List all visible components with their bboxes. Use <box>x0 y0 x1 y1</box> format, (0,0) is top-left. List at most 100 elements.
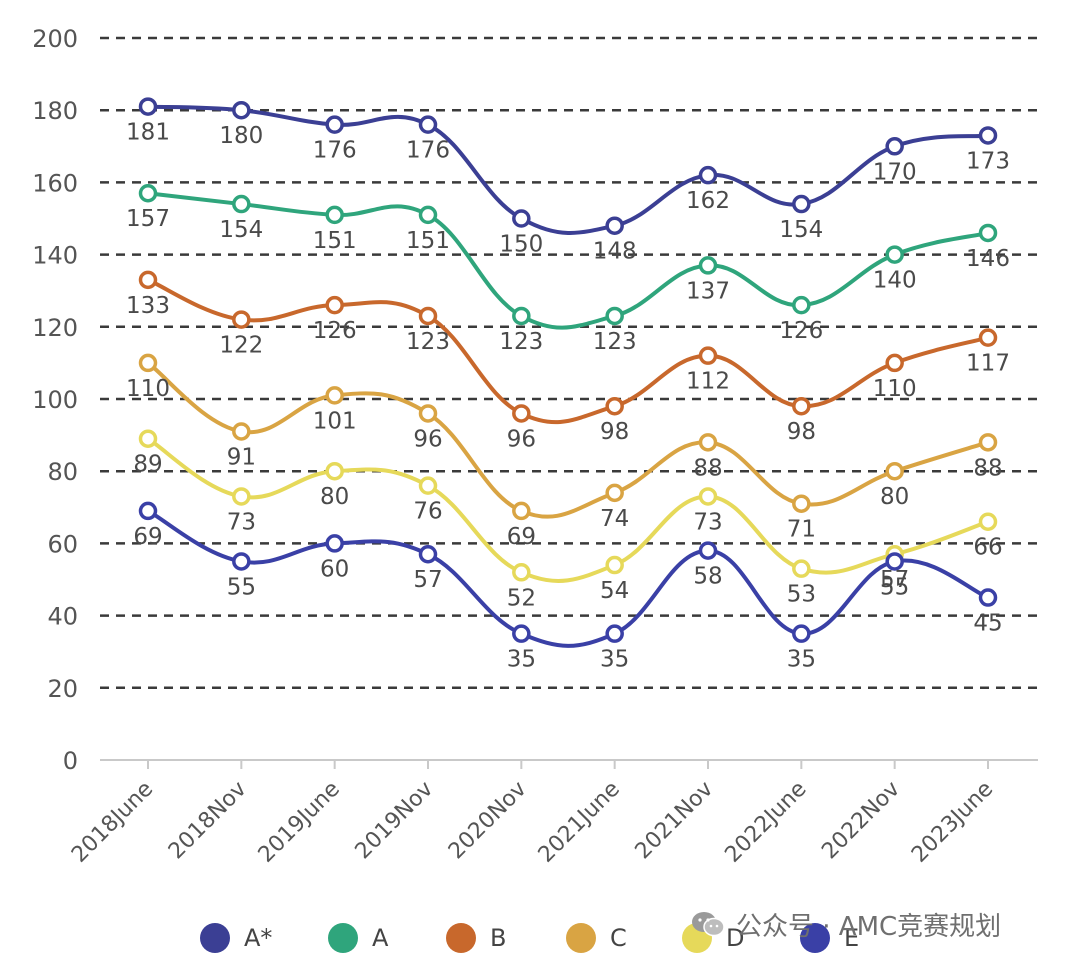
data-point[interactable] <box>978 223 998 243</box>
data-label: 98 <box>787 419 816 445</box>
data-point[interactable] <box>885 461 904 481</box>
data-point[interactable] <box>792 559 811 578</box>
data-point[interactable] <box>792 396 811 416</box>
data-point[interactable] <box>138 429 158 448</box>
data-point[interactable] <box>698 165 718 185</box>
data-point[interactable] <box>325 295 344 315</box>
data-label: 110 <box>873 376 917 402</box>
data-label: 73 <box>693 509 722 535</box>
data-label: 88 <box>693 455 722 481</box>
data-point[interactable] <box>978 328 998 347</box>
data-point[interactable] <box>792 194 811 214</box>
data-label: 133 <box>126 293 170 319</box>
data-point[interactable] <box>232 422 251 441</box>
data-label: 74 <box>600 506 629 532</box>
data-point[interactable] <box>605 624 624 643</box>
series-line-2 <box>146 277 990 425</box>
data-label: 123 <box>499 329 543 355</box>
data-point[interactable] <box>232 487 251 506</box>
data-point[interactable] <box>138 183 158 203</box>
legend-item-c[interactable]: C <box>566 922 627 954</box>
data-label: 126 <box>779 318 823 344</box>
data-point[interactable] <box>605 216 624 235</box>
data-point[interactable] <box>512 563 531 582</box>
data-point[interactable] <box>512 404 531 423</box>
data-point[interactable] <box>792 295 811 315</box>
data-point[interactable] <box>885 137 904 156</box>
data-point[interactable] <box>325 461 344 481</box>
data-point[interactable] <box>792 624 811 643</box>
data-label: 45 <box>973 611 1002 637</box>
data-label: 126 <box>313 318 357 344</box>
x-tick-label: 2021Nov <box>631 777 719 865</box>
x-tick-label: 2023June <box>907 777 998 868</box>
data-point[interactable] <box>885 552 904 571</box>
data-point[interactable] <box>325 205 344 225</box>
x-tick-label: 2018Nov <box>164 777 252 865</box>
data-point[interactable] <box>792 494 811 513</box>
data-point[interactable] <box>138 270 158 290</box>
data-label: 89 <box>133 452 162 478</box>
data-point[interactable] <box>512 501 531 521</box>
data-point[interactable] <box>605 306 624 326</box>
data-label: 35 <box>507 647 536 673</box>
data-point[interactable] <box>325 534 344 553</box>
data-point[interactable] <box>138 501 158 521</box>
data-point[interactable] <box>698 256 718 275</box>
data-label: 96 <box>413 426 442 452</box>
data-point[interactable] <box>978 126 998 145</box>
data-point[interactable] <box>418 306 438 326</box>
y-tick-label: 60 <box>47 530 78 558</box>
data-point[interactable] <box>232 310 251 329</box>
data-point[interactable] <box>698 346 718 365</box>
data-point[interactable] <box>698 433 718 452</box>
legend-item-b[interactable]: B <box>446 922 506 954</box>
legend-item-a-star[interactable]: A* <box>200 922 272 954</box>
data-point[interactable] <box>698 541 718 560</box>
data-point[interactable] <box>698 487 718 506</box>
legend-dot-icon <box>566 923 596 953</box>
data-point[interactable] <box>232 100 251 120</box>
data-point[interactable] <box>885 353 904 373</box>
data-label: 91 <box>227 444 256 470</box>
data-point[interactable] <box>978 433 998 452</box>
data-point[interactable] <box>512 624 531 643</box>
watermark-text: 公众号 · AMC竞赛规划 <box>736 911 1002 942</box>
legend-label: A* <box>244 924 273 952</box>
data-label: 123 <box>593 329 637 355</box>
x-axis: 2018June 2018Nov 2019June 2019Nov 2020Nov 202… <box>67 759 1038 868</box>
legend-label: A <box>372 924 389 952</box>
data-point[interactable] <box>605 396 624 416</box>
data-point[interactable] <box>605 483 624 503</box>
data-point[interactable] <box>138 353 158 373</box>
data-label: 117 <box>966 351 1010 377</box>
data-point[interactable] <box>418 115 438 134</box>
legend-label: B <box>490 924 507 952</box>
data-label: 69 <box>133 524 162 550</box>
data-point[interactable] <box>978 588 998 607</box>
data-point[interactable] <box>418 205 438 225</box>
data-label: 173 <box>966 148 1010 174</box>
data-point[interactable] <box>138 97 158 116</box>
series-layer <box>138 97 998 648</box>
data-point[interactable] <box>418 476 438 495</box>
data-label: 146 <box>966 246 1010 272</box>
data-label: 137 <box>686 278 730 304</box>
data-point[interactable] <box>232 194 251 214</box>
data-point[interactable] <box>325 115 344 134</box>
data-point[interactable] <box>325 386 344 405</box>
data-point[interactable] <box>885 245 904 264</box>
data-point[interactable] <box>512 306 531 326</box>
data-label: 98 <box>600 419 629 445</box>
data-label: 57 <box>413 567 442 593</box>
legend-label: E <box>844 924 860 952</box>
legend-item-e[interactable]: E <box>800 922 859 954</box>
data-label: 54 <box>600 578 629 604</box>
data-point[interactable] <box>605 555 624 575</box>
data-point[interactable] <box>512 209 531 228</box>
data-point[interactable] <box>418 544 438 564</box>
data-point[interactable] <box>418 404 438 423</box>
data-point[interactable] <box>232 552 251 571</box>
legend-item-a[interactable]: A <box>328 922 388 954</box>
data-point[interactable] <box>978 512 998 531</box>
